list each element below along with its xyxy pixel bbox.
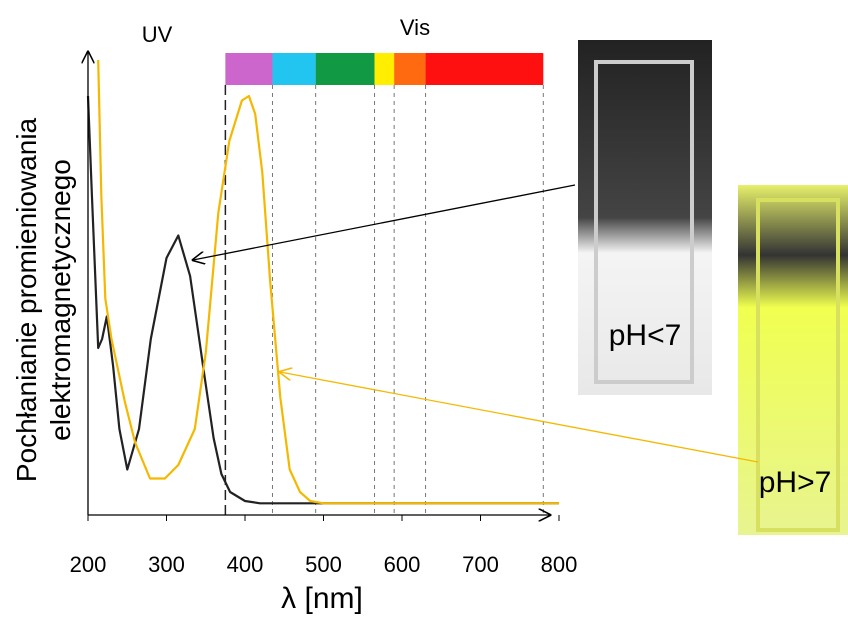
y-axis-label: elektromagnetycznego	[45, 159, 76, 441]
x-tick-label: 200	[70, 552, 107, 577]
x-tick-label: 500	[305, 552, 342, 577]
spectrum-band	[315, 53, 375, 85]
photo-label: pH>7	[759, 466, 832, 499]
spectrum-band	[425, 53, 544, 85]
spectrum-band	[394, 53, 426, 85]
region-label: UV	[142, 22, 173, 47]
series-line	[97, 59, 559, 505]
x-tick-label: 800	[541, 552, 578, 577]
cuvette	[594, 60, 694, 384]
y-axis-label: Pochłanianie promieniowania	[11, 117, 42, 482]
x-tick-label: 300	[148, 552, 185, 577]
region-label: Vis	[400, 15, 430, 40]
photo-acid	[578, 40, 712, 395]
x-tick-label: 700	[462, 552, 499, 577]
arrow	[280, 372, 759, 463]
plot	[86, 53, 560, 521]
spectrum-band	[272, 53, 316, 85]
arrow	[193, 184, 576, 260]
cuvette	[756, 198, 840, 532]
photo-label: pH<7	[609, 319, 682, 352]
x-axis-label: λ [nm]	[281, 582, 363, 615]
spectrum-band	[374, 53, 395, 85]
x-tick-label: 400	[227, 552, 264, 577]
spectrum-band	[225, 53, 273, 85]
series-line	[86, 95, 559, 505]
x-tick-label: 600	[384, 552, 421, 577]
